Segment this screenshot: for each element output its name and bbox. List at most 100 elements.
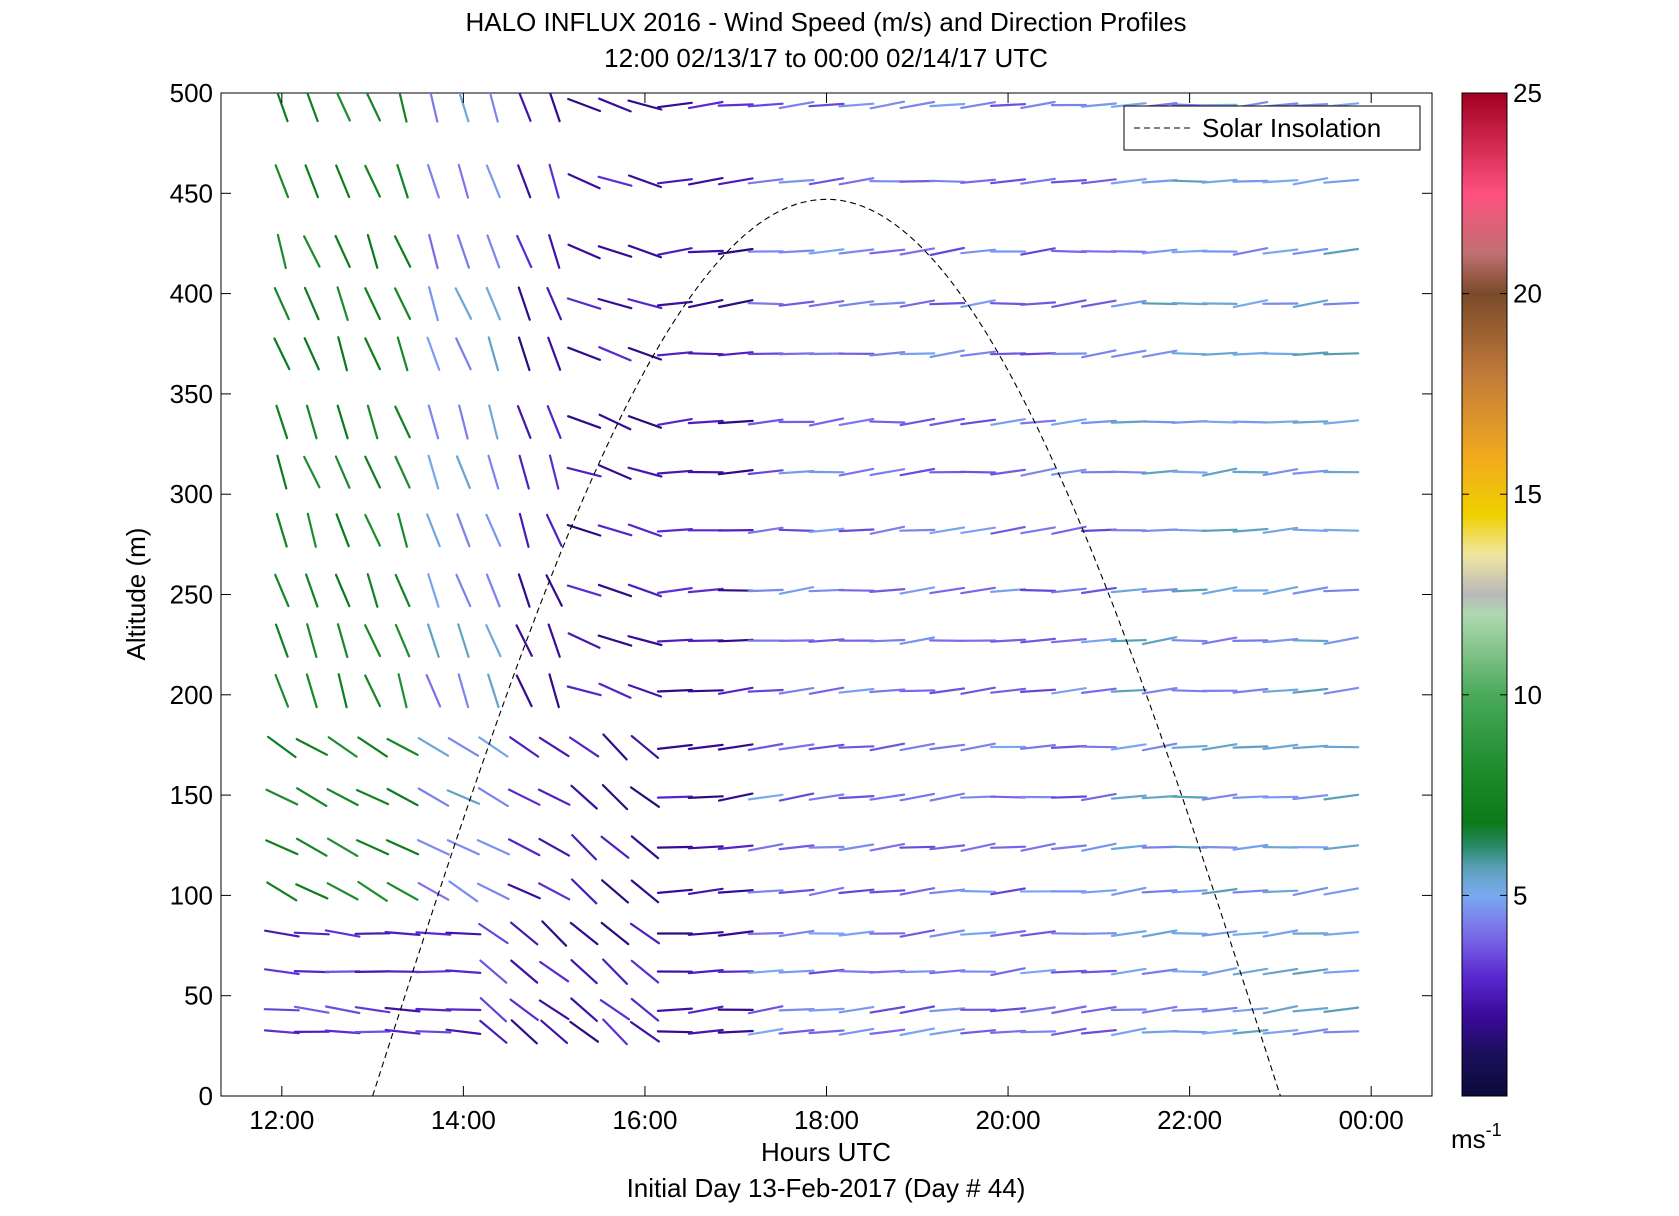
- wind-barb: [477, 882, 510, 901]
- wind-barb: [489, 93, 499, 123]
- wind-barb: [778, 1028, 815, 1035]
- wind-barb: [778, 686, 815, 695]
- wind-barb: [869, 688, 906, 694]
- wind-barb: [570, 997, 599, 1023]
- wind-barb: [1262, 688, 1299, 694]
- y-tick-label: 350: [170, 379, 213, 409]
- wind-barb: [334, 573, 351, 608]
- wind-barb: [1081, 349, 1117, 359]
- wind-barb: [687, 887, 724, 896]
- wind-barb: [869, 1028, 906, 1036]
- wind-barb: [600, 921, 630, 946]
- wind-barb: [566, 584, 602, 597]
- wind-barb: [778, 249, 815, 254]
- wind-barb: [929, 969, 966, 975]
- wind-barb: [899, 179, 936, 183]
- wind-barb: [1201, 636, 1238, 645]
- wind-barb: [990, 887, 1026, 896]
- wind-barb: [394, 623, 411, 658]
- x-axis-label: Hours UTC: [761, 1137, 891, 1167]
- wind-barb: [1020, 100, 1056, 110]
- wind-barb: [1141, 587, 1178, 594]
- wind-barb: [747, 742, 784, 752]
- wind-barb: [1292, 794, 1329, 801]
- wind-barb: [869, 301, 906, 306]
- wind-barb: [1323, 793, 1360, 801]
- wind-barb: [602, 733, 628, 761]
- wind-barb: [541, 920, 568, 947]
- wind-barb: [510, 959, 539, 984]
- wind-barb: [1232, 931, 1269, 936]
- wind-barb: [448, 880, 479, 903]
- wind-barb: [477, 787, 509, 808]
- wind-barb: [1050, 587, 1087, 594]
- wind-barb: [1323, 636, 1360, 645]
- wind-barb: [929, 844, 966, 851]
- wind-barb: [838, 888, 875, 895]
- wind-barb: [838, 687, 875, 694]
- y-tick-label: 450: [170, 178, 213, 208]
- wind-barb: [1201, 178, 1238, 184]
- wind-barb: [899, 742, 936, 752]
- wind-barb: [1292, 886, 1329, 897]
- wind-barb: [1110, 688, 1147, 693]
- wind-barb: [687, 639, 724, 643]
- wind-barb: [1232, 1007, 1269, 1013]
- wind-barb: [510, 1019, 538, 1045]
- wind-barb: [518, 512, 530, 548]
- wind-barb: [1262, 795, 1299, 799]
- wind-barb: [275, 512, 288, 548]
- wind-barb: [354, 932, 391, 935]
- wind-barb: [656, 586, 693, 595]
- wind-barb: [454, 287, 473, 320]
- wind-barb: [1141, 349, 1178, 358]
- wind-barb: [1171, 845, 1208, 849]
- wind-barb: [656, 845, 694, 849]
- wind-barb: [1323, 419, 1360, 425]
- wind-barb: [274, 623, 289, 658]
- wind-barb: [1292, 469, 1329, 475]
- wind-barb: [929, 246, 966, 257]
- wind-barb: [627, 174, 663, 189]
- wind-barb: [990, 687, 1027, 694]
- wind-barb: [1051, 1005, 1087, 1015]
- wind-barb: [599, 999, 631, 1021]
- wind-barb: [1080, 745, 1117, 749]
- wind-barb: [324, 1029, 361, 1035]
- wind-barb: [1292, 586, 1329, 595]
- wind-barb: [687, 587, 724, 594]
- wind-barb: [630, 959, 660, 984]
- wind-barb: [630, 835, 660, 860]
- wind-barb: [518, 93, 532, 122]
- wind-barb: [656, 1007, 694, 1013]
- wind-barb: [263, 1029, 300, 1035]
- wind-barb: [303, 337, 320, 371]
- wind-barb: [1081, 842, 1117, 852]
- wind-barb: [601, 783, 629, 811]
- colorbar-tick-label: 5: [1513, 880, 1527, 910]
- wind-barb: [989, 352, 1027, 356]
- wind-barb: [427, 404, 440, 440]
- wind-barb: [1141, 302, 1178, 306]
- wind-barb: [899, 352, 936, 356]
- wind-barb: [929, 586, 966, 595]
- wind-barb: [1232, 795, 1269, 800]
- wind-barb: [838, 177, 875, 186]
- wind-barb: [627, 415, 663, 429]
- wind-barb: [929, 743, 966, 751]
- wind-barb: [899, 792, 936, 802]
- wind-barb: [273, 337, 291, 371]
- wind-barb: [1050, 418, 1087, 426]
- wind-barb: [899, 417, 936, 427]
- x-tick-label: 12:00: [249, 1105, 314, 1135]
- wind-barb: [899, 100, 936, 110]
- wind-barb: [627, 298, 663, 310]
- wind-barb: [747, 469, 784, 476]
- wind-barb: [415, 1030, 452, 1034]
- wind-barb: [548, 163, 560, 199]
- wind-barb: [808, 1029, 845, 1035]
- wind-barb: [630, 879, 660, 904]
- wind-barb: [457, 163, 470, 199]
- wind-barb: [687, 1005, 724, 1014]
- wind-barb: [393, 235, 412, 268]
